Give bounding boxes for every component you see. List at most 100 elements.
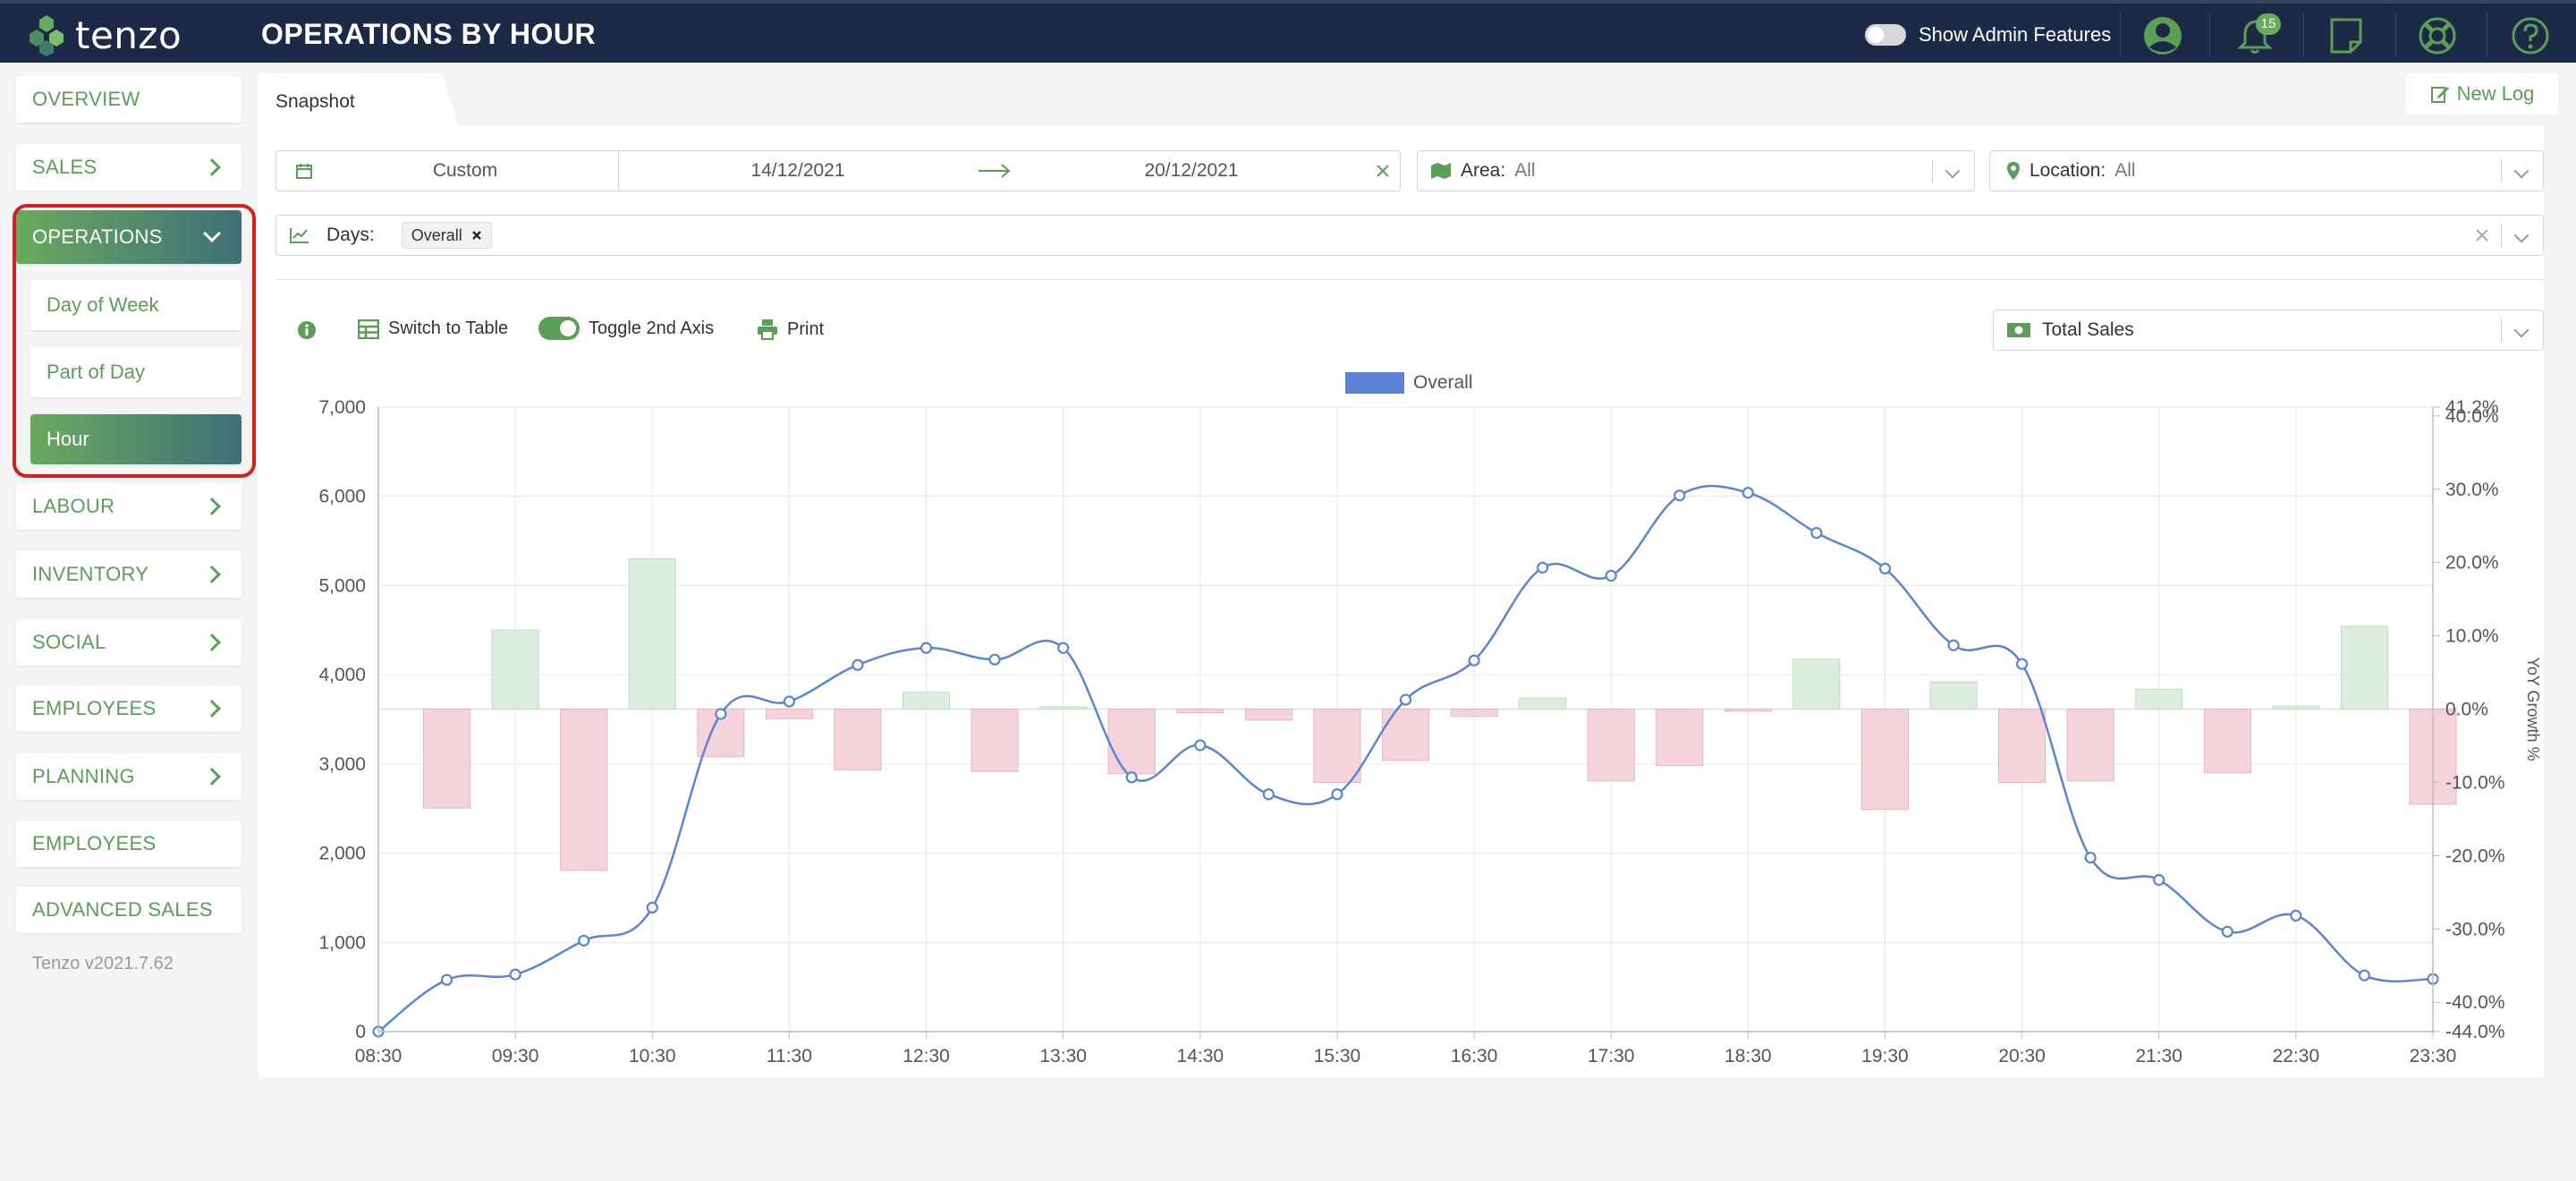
metric-value: Total Sales (2042, 319, 2134, 340)
x-tick-label: 14:30 (1177, 1046, 1224, 1066)
logo[interactable]: tenzo (27, 11, 182, 59)
divider (2501, 319, 2502, 342)
nav-inventory[interactable]: INVENTORY (16, 551, 242, 598)
yoy-bar (1929, 681, 1978, 710)
sales-point (1878, 562, 1892, 575)
location-label: Location: (2029, 160, 2106, 181)
nav-overview[interactable]: OVERVIEW (16, 76, 242, 123)
top-bar: tenzo OPERATIONS BY HOUR Show Admin Feat… (0, 0, 2576, 63)
switch-to-table-button[interactable]: Switch to Table (358, 319, 508, 339)
notification-badge: 15 (2256, 13, 2281, 35)
help-icon[interactable] (2510, 15, 2551, 56)
calendar-icon (296, 164, 312, 179)
divider (2395, 13, 2396, 57)
info-icon (298, 321, 316, 339)
x-tick-label: 18:30 (1724, 1046, 1772, 1066)
date-from[interactable]: 14/12/2021 (750, 160, 845, 181)
y-tick-label: 5,000 (318, 575, 366, 596)
notifications-button[interactable]: 15 (2234, 13, 2281, 56)
yoy-bar (765, 709, 813, 719)
toggle-axis-label: Toggle 2nd Axis (589, 318, 715, 338)
area-label: Area: (1461, 160, 1506, 181)
area-select[interactable]: Area: All (1417, 150, 1975, 191)
toggle-2nd-axis[interactable]: Toggle 2nd Axis (538, 317, 714, 340)
divider (1932, 159, 1933, 183)
sales-point (1605, 569, 1617, 582)
yoy-bar (1450, 709, 1498, 718)
nav-label: PLANNING (32, 765, 135, 787)
logo-icon (30, 15, 64, 56)
x-tick-label: 10:30 (629, 1046, 676, 1066)
sales-point (2290, 909, 2302, 922)
info-button[interactable] (297, 320, 317, 340)
nav-social[interactable]: SOCIAL (16, 619, 242, 666)
date-mode[interactable]: Custom (432, 160, 498, 181)
divider (2209, 13, 2210, 57)
operations-highlight (13, 204, 256, 478)
sales-point (852, 658, 864, 671)
y-tick-label: 7,000 (318, 397, 366, 418)
yoy-bar (1039, 706, 1088, 710)
date-range-picker[interactable]: Custom 14/12/2021 20/12/2021 (275, 150, 1401, 191)
yoy-bar (2135, 688, 2183, 710)
sales-point (509, 968, 521, 981)
sub-nav-hour[interactable]: Hour (30, 414, 242, 464)
yoy-bar (491, 629, 539, 710)
clear-date-icon[interactable] (1374, 162, 1392, 180)
y2-axis-title: YoY Growth % (2524, 657, 2542, 760)
x-tick-label: 23:30 (2410, 1046, 2457, 1066)
nav-sales[interactable]: SALES (16, 144, 242, 191)
user-icon[interactable] (2142, 15, 2183, 56)
days-select[interactable]: Days: Overall (275, 215, 2544, 256)
yoy-bar (1519, 697, 1567, 710)
yoy-bar (1244, 709, 1292, 721)
yoy-bar (1998, 709, 2046, 783)
sub-nav-part-of-day[interactable]: Part of Day (30, 347, 242, 397)
note-icon[interactable] (2326, 15, 2367, 56)
clear-days-icon[interactable] (2474, 227, 2490, 243)
date-to[interactable]: 20/12/2021 (1144, 160, 1239, 181)
divider (2501, 224, 2502, 247)
sales-point (1399, 693, 1412, 706)
nav-advanced-sales[interactable]: ADVANCED SALES (16, 887, 242, 933)
nav-employees-2[interactable]: EMPLOYEES (16, 820, 242, 867)
yoy-bar (1860, 709, 1909, 811)
x-tick-label: 20:30 (1998, 1046, 2046, 1066)
sales-point (578, 934, 590, 947)
admin-toggle-switch[interactable] (1865, 24, 1906, 46)
nav-labour[interactable]: LABOUR (16, 483, 242, 530)
arrow-right-icon (979, 164, 1011, 178)
new-log-button[interactable]: New Log (2406, 73, 2558, 115)
toggle-switch[interactable] (538, 317, 580, 340)
print-button[interactable]: Print (757, 319, 824, 340)
logo-text: tenzo (75, 13, 182, 57)
metric-select[interactable]: Total Sales (1993, 310, 2544, 351)
yoy-bar (2066, 709, 2114, 782)
nav-employees[interactable]: EMPLOYEES (16, 685, 242, 732)
tab-snapshot[interactable]: Snapshot (258, 73, 458, 125)
sales-point (1741, 487, 1754, 499)
printer-icon (758, 319, 777, 340)
yoy-bar (1587, 709, 1635, 782)
days-chip[interactable]: Overall (401, 222, 492, 249)
yoy-bars (423, 558, 2457, 871)
chart-legend: Overall (1345, 372, 1473, 394)
sub-nav-day-of-week[interactable]: Day of Week (30, 280, 242, 330)
remove-chip-icon[interactable] (471, 230, 482, 241)
nav-planning[interactable]: PLANNING (16, 753, 242, 800)
y-tick-label: 6,000 (318, 487, 366, 507)
divider (618, 150, 619, 191)
yoy-bar (423, 709, 471, 809)
yoy-bar (1792, 658, 1841, 710)
y-tick-label: 2,000 (318, 844, 366, 864)
y2-tick-label: -40.0% (2445, 992, 2505, 1013)
chip-label: Overall (411, 225, 462, 244)
admin-toggle-label: Show Admin Features (1919, 23, 2112, 46)
x-tick-label: 19:30 (1861, 1046, 1909, 1066)
admin-features-toggle[interactable]: Show Admin Features (1865, 23, 2111, 47)
location-select[interactable]: Location: All (1989, 150, 2544, 191)
x-tick-label: 11:30 (767, 1046, 812, 1066)
support-icon[interactable] (2417, 15, 2458, 56)
nav-operations[interactable]: OPERATIONS (16, 210, 242, 264)
